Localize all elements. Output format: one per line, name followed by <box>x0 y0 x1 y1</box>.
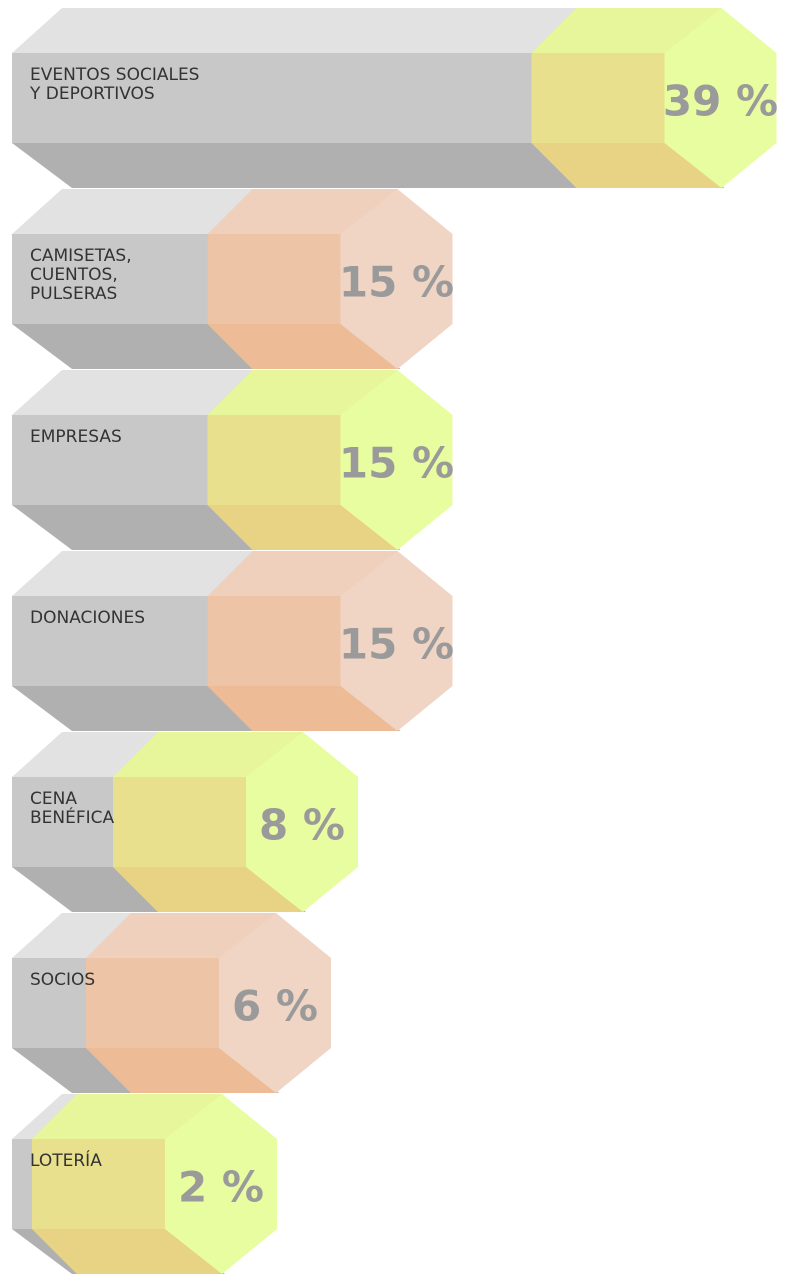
bar-end <box>32 1094 277 1274</box>
value-label: 2 % <box>178 1163 264 1212</box>
category-label: SOCIOS <box>30 970 96 990</box>
bar-end <box>531 8 777 188</box>
end-bottom-face <box>32 1229 222 1274</box>
category-label: CENA BENÉFICA <box>30 789 115 828</box>
value-label: 8 % <box>259 801 345 850</box>
end-top-face <box>207 551 398 596</box>
category-label: LOTERÍA <box>30 1151 102 1171</box>
bar-end <box>207 370 453 550</box>
category-label: EVENTOS SOCIALES Y DEPORTIVOS <box>30 65 200 104</box>
end-front-face <box>113 777 246 867</box>
value-label: 6 % <box>232 982 318 1031</box>
bar-top <box>12 8 715 53</box>
end-top-face <box>531 8 722 53</box>
end-front-face <box>207 234 341 324</box>
end-bottom-face <box>207 324 398 369</box>
end-bottom-face <box>531 143 722 188</box>
end-bottom-face <box>207 686 398 731</box>
end-top-face <box>32 1094 222 1139</box>
end-bottom-face <box>113 867 303 912</box>
value-label: 39 % <box>663 77 778 126</box>
category-label: EMPRESAS <box>30 427 122 447</box>
end-bottom-face <box>207 505 398 550</box>
end-top-face <box>113 732 303 777</box>
category-label: DONACIONES <box>30 608 146 628</box>
end-top-face <box>207 189 398 234</box>
end-front-face <box>32 1139 165 1229</box>
end-front-face <box>207 415 341 505</box>
bar-end <box>207 551 453 731</box>
end-top-face <box>86 913 276 958</box>
end-front-face <box>86 958 219 1048</box>
value-label: 15 % <box>339 620 454 669</box>
end-top-face <box>207 370 398 415</box>
end-bottom-face <box>86 1048 276 1093</box>
value-label: 15 % <box>339 258 454 307</box>
category-label: CAMISETAS, CUENTOS, PULSERAS <box>30 246 132 304</box>
bar-end <box>86 913 331 1093</box>
bar-end <box>113 732 358 912</box>
bar-end <box>207 189 453 369</box>
end-front-face <box>207 596 341 686</box>
end-front-face <box>531 53 665 143</box>
value-label: 15 % <box>339 439 454 488</box>
